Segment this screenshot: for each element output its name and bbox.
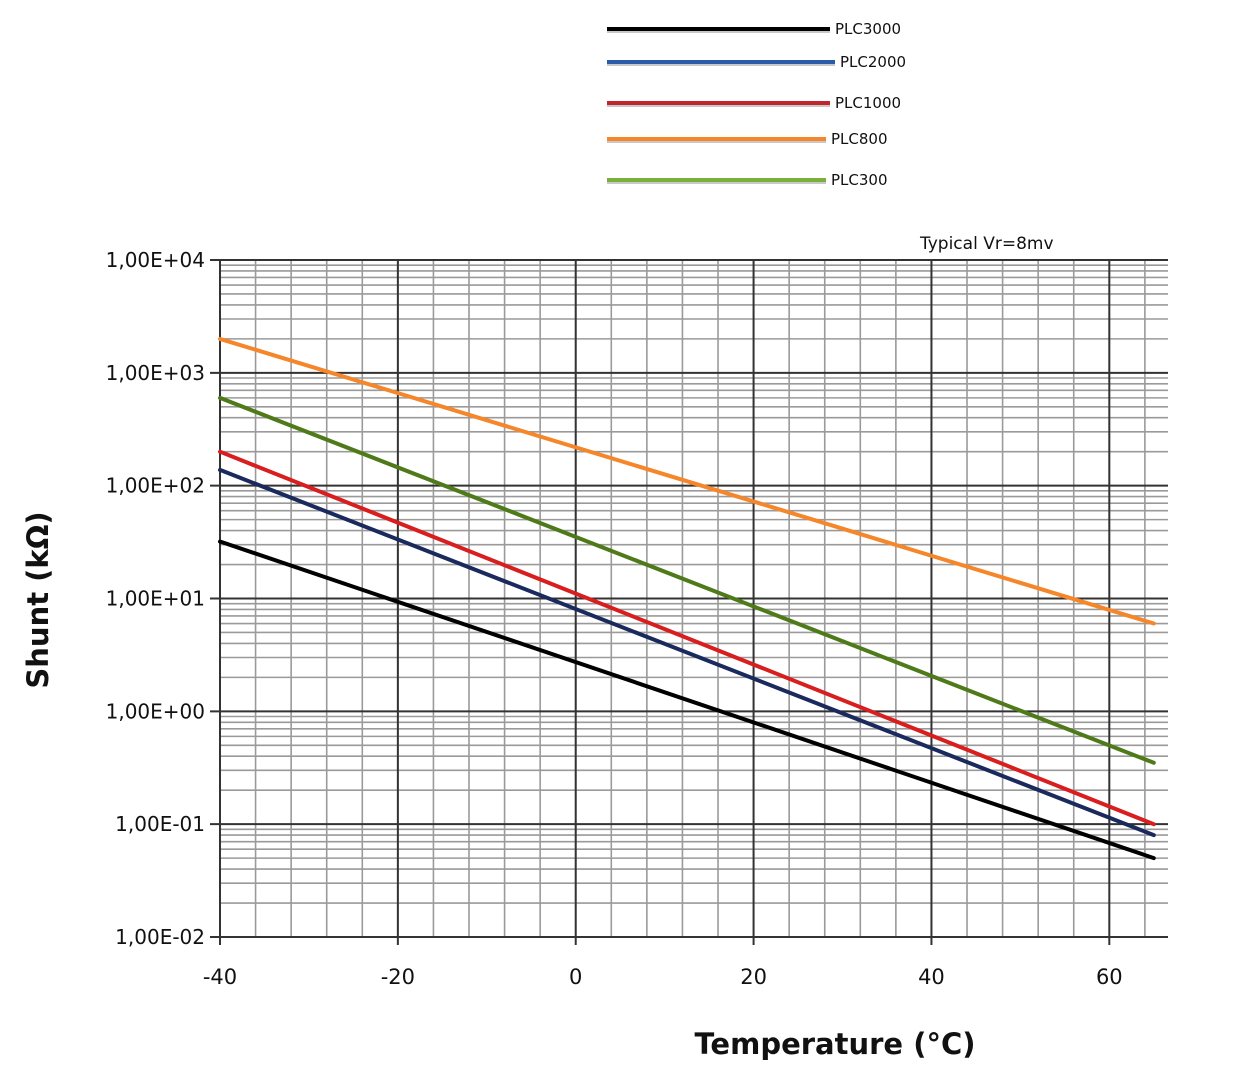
x-tick-label: -40 [203,965,237,989]
y-tick-label: 1,00E+00 [106,699,205,723]
y-tick-label: 1,00E+03 [106,361,205,385]
y-tick-label: 1,00E+04 [106,248,205,272]
legend: PLC3000 PLC2000 PLC1000 PLC800 PLC300 [607,20,906,189]
y-tick-label: 1,00E+01 [106,587,205,611]
legend-item-plc2000: PLC2000 [607,53,906,71]
x-tick-label: 0 [569,965,582,989]
x-tick-label: -20 [381,965,415,989]
series-line-plc2000 [218,467,1156,838]
legend-item-plc300: PLC300 [607,171,888,189]
y-tick-labels: 1,00E+04 1,00E+03 1,00E+02 1,00E+01 1,00E+00… [106,248,205,949]
legend-label: PLC2000 [840,53,906,71]
series-line-plc1000 [218,449,1156,827]
x-axis-title: Temperature (°C) [695,1027,976,1061]
series-line-plc300 [218,395,1156,765]
annotation: Typical Vr=8mv [919,234,1054,254]
y-tick-label: 1,00E+02 [106,474,205,498]
x-tick-label: 40 [918,965,945,989]
series-line-plc3000 [218,539,1156,861]
legend-label: PLC3000 [835,20,901,38]
legend-label: PLC800 [831,130,888,148]
legend-item-plc800: PLC800 [607,130,888,148]
y-axis-title: Shunt (kΩ) [21,511,55,688]
series-line-plc800 [218,336,1156,626]
legend-label: PLC1000 [835,94,901,112]
x-tick-label: 20 [740,965,767,989]
x-tick-label: 60 [1096,965,1123,989]
series-lines [218,336,1156,861]
x-tick-labels: -40 -20 0 20 40 60 [203,965,1123,989]
y-tick-label: 1,00E-01 [115,812,205,836]
legend-item-plc3000: PLC3000 [607,20,901,38]
legend-label: PLC300 [831,171,888,189]
y-tick-label: 1,00E-02 [115,925,205,949]
legend-item-plc1000: PLC1000 [607,94,901,112]
